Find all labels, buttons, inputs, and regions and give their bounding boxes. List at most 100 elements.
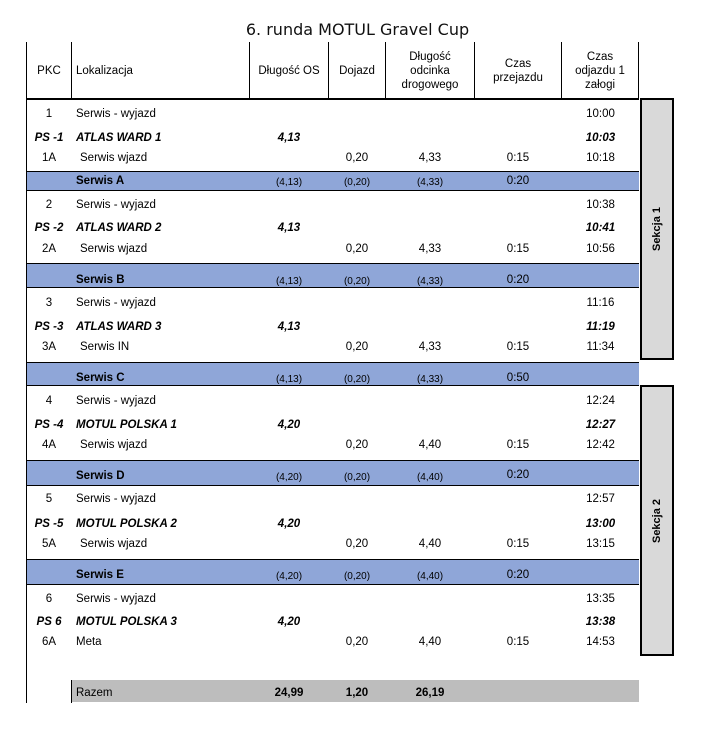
cell-dlugosc-os: 4,13	[277, 132, 301, 144]
serwis-name: Serwis C	[76, 372, 125, 384]
serwis-os: (4,20)	[275, 472, 303, 483]
cell-dojazd: 0,20	[345, 636, 369, 648]
cell-czas-odjazdu: 13:15	[586, 538, 615, 550]
serwis-name: Serwis D	[76, 470, 125, 482]
cell-pkc: 2A	[41, 243, 57, 255]
cell-czas-przejazdu: 0:15	[506, 243, 530, 255]
cell-lokalizacja: ATLAS WARD 2	[76, 222, 162, 234]
header-dojazd: Dojazd	[339, 65, 375, 77]
cell-pkc: 6	[45, 593, 53, 605]
cell-lokalizacja: Serwis wjazd	[80, 439, 148, 451]
cell-pkc: PS -4	[34, 419, 64, 431]
cell-dojazd: 0,20	[345, 152, 369, 164]
cell-czas-odjazdu: 13:00	[585, 518, 616, 530]
cell-lokalizacja: Serwis wjazd	[80, 243, 148, 255]
serwis-dojazd: (0,20)	[343, 571, 371, 582]
cell-dojazd: 0,20	[345, 243, 369, 255]
serwis-row: Serwis C (4,13) (0,20) (4,33) 0:50	[27, 362, 639, 386]
cell-dlugosc-os: 4,20	[277, 419, 301, 431]
cell-pkc: 6A	[41, 636, 57, 648]
cell-czas-odjazdu: 10:38	[586, 199, 615, 211]
cell-lokalizacja: ATLAS WARD 3	[76, 321, 162, 333]
cell-czas-przejazdu: 0:15	[506, 538, 530, 550]
header-czas-przejazdu: Czas przejazdu	[493, 58, 543, 84]
cell-czas-przejazdu: 0:15	[506, 152, 530, 164]
serwis-os: (4,13)	[275, 276, 303, 287]
cell-pkc: 3	[45, 297, 53, 309]
sekcja-2-label: Sekcja 2	[651, 498, 663, 543]
cell-dlugosc-odcinka: 4,33	[418, 243, 442, 255]
header-pkc: PKC	[37, 65, 61, 77]
serwis-dlugosc: (4,40)	[416, 571, 444, 582]
serwis-dojazd: (0,20)	[343, 177, 371, 188]
cell-czas-przejazdu: 0:15	[506, 341, 530, 353]
serwis-os: (4,20)	[275, 571, 303, 582]
header-dlugosc-odcinka: Długość odcinka drogowego	[401, 51, 459, 91]
cell-dlugosc-os: 4,20	[277, 518, 301, 530]
serwis-czas: 0:20	[506, 175, 530, 187]
cell-dojazd: 0,20	[345, 538, 369, 550]
cell-lokalizacja: Meta	[76, 636, 102, 648]
razem-dojazd: 1,20	[345, 687, 369, 699]
cell-pkc: 5A	[41, 538, 57, 550]
cell-pkc: PS -3	[34, 321, 64, 333]
cell-lokalizacja: Serwis - wyjazd	[76, 493, 156, 505]
cell-lokalizacja: Serwis - wyjazd	[76, 395, 156, 407]
serwis-dlugosc: (4,33)	[416, 276, 444, 287]
serwis-os: (4,13)	[275, 177, 303, 188]
serwis-row: Serwis D (4,20) (0,20) (4,40) 0:20	[27, 460, 639, 486]
cell-czas-odjazdu: 10:56	[586, 243, 615, 255]
page-title: 6. runda MOTUL Gravel Cup	[245, 20, 470, 39]
serwis-name: Serwis A	[76, 175, 125, 187]
cell-pkc: 2	[45, 199, 53, 211]
cell-pkc: PS -2	[34, 222, 64, 234]
cell-dlugosc-odcinka: 4,40	[418, 439, 442, 451]
cell-pkc: 4	[45, 395, 53, 407]
serwis-name: Serwis E	[76, 569, 124, 581]
cell-dlugosc-os: 4,20	[277, 616, 301, 628]
serwis-dojazd: (0,20)	[343, 276, 371, 287]
cell-czas-odjazdu: 11:16	[586, 297, 615, 309]
cell-czas-odjazdu: 10:41	[585, 222, 616, 234]
razem-label: Razem	[76, 687, 113, 699]
razem-dlugosc-os: 24,99	[274, 687, 304, 699]
cell-czas-odjazdu: 13:35	[586, 593, 615, 605]
serwis-dlugosc: (4,33)	[416, 177, 444, 188]
cell-pkc: 1A	[41, 152, 57, 164]
sekcja-1-box: Sekcja 1	[640, 98, 674, 360]
header-czas-odjazdu: Czas odjazdu 1 załogi	[575, 51, 625, 91]
cell-czas-odjazdu: 10:00	[586, 108, 615, 120]
cell-czas-odjazdu: 12:27	[585, 419, 616, 431]
cell-lokalizacja: MOTUL POLSKA 3	[76, 616, 177, 628]
cell-czas-odjazdu: 12:24	[586, 395, 615, 407]
serwis-row: Serwis B (4,13) (0,20) (4,33) 0:20	[27, 263, 639, 288]
sekcja-1-label: Sekcja 1	[651, 206, 663, 252]
serwis-czas: 0:20	[506, 569, 530, 581]
serwis-czas: 0:20	[506, 469, 530, 481]
serwis-czas: 0:50	[506, 372, 530, 384]
cell-dlugosc-odcinka: 4,33	[418, 152, 442, 164]
serwis-dojazd: (0,20)	[343, 472, 371, 483]
cell-pkc: PS -1	[34, 132, 64, 144]
serwis-row: Serwis E (4,20) (0,20) (4,40) 0:20	[27, 559, 639, 585]
cell-pkc: 3A	[41, 341, 57, 353]
cell-czas-odjazdu: 11:19	[586, 321, 615, 333]
razem-dlugosc-odcinka: 26,19	[415, 687, 445, 699]
header-dlugosc-os: Długość OS	[258, 65, 320, 77]
cell-dlugosc-odcinka: 4,40	[418, 538, 442, 550]
cell-dlugosc-odcinka: 4,40	[418, 636, 442, 648]
serwis-czas: 0:20	[506, 274, 530, 286]
cell-pkc: 1	[45, 108, 53, 120]
cell-dojazd: 0,20	[345, 341, 369, 353]
cell-lokalizacja: MOTUL POLSKA 1	[76, 419, 177, 431]
header-lokalizacja: Lokalizacja	[76, 65, 133, 77]
serwis-os: (4,13)	[275, 374, 303, 385]
cell-dojazd: 0,20	[345, 439, 369, 451]
cell-lokalizacja: Serwis wjazd	[80, 152, 148, 164]
serwis-row: Serwis A (4,13) (0,20) (4,33) 0:20	[27, 171, 639, 191]
cell-lokalizacja: Serwis wjazd	[80, 538, 148, 550]
cell-dlugosc-os: 4,13	[277, 222, 301, 234]
cell-pkc: PS 6	[36, 616, 62, 628]
cell-czas-odjazdu: 10:18	[586, 152, 615, 164]
cell-lokalizacja: Serwis IN	[80, 341, 130, 353]
